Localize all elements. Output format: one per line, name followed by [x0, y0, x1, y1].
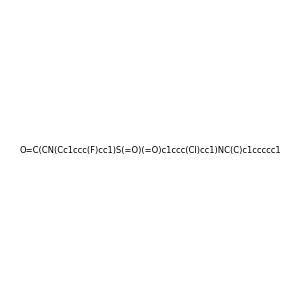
- Text: O=C(CN(Cc1ccc(F)cc1)S(=O)(=O)c1ccc(Cl)cc1)NC(C)c1ccccc1: O=C(CN(Cc1ccc(F)cc1)S(=O)(=O)c1ccc(Cl)cc…: [19, 146, 281, 154]
